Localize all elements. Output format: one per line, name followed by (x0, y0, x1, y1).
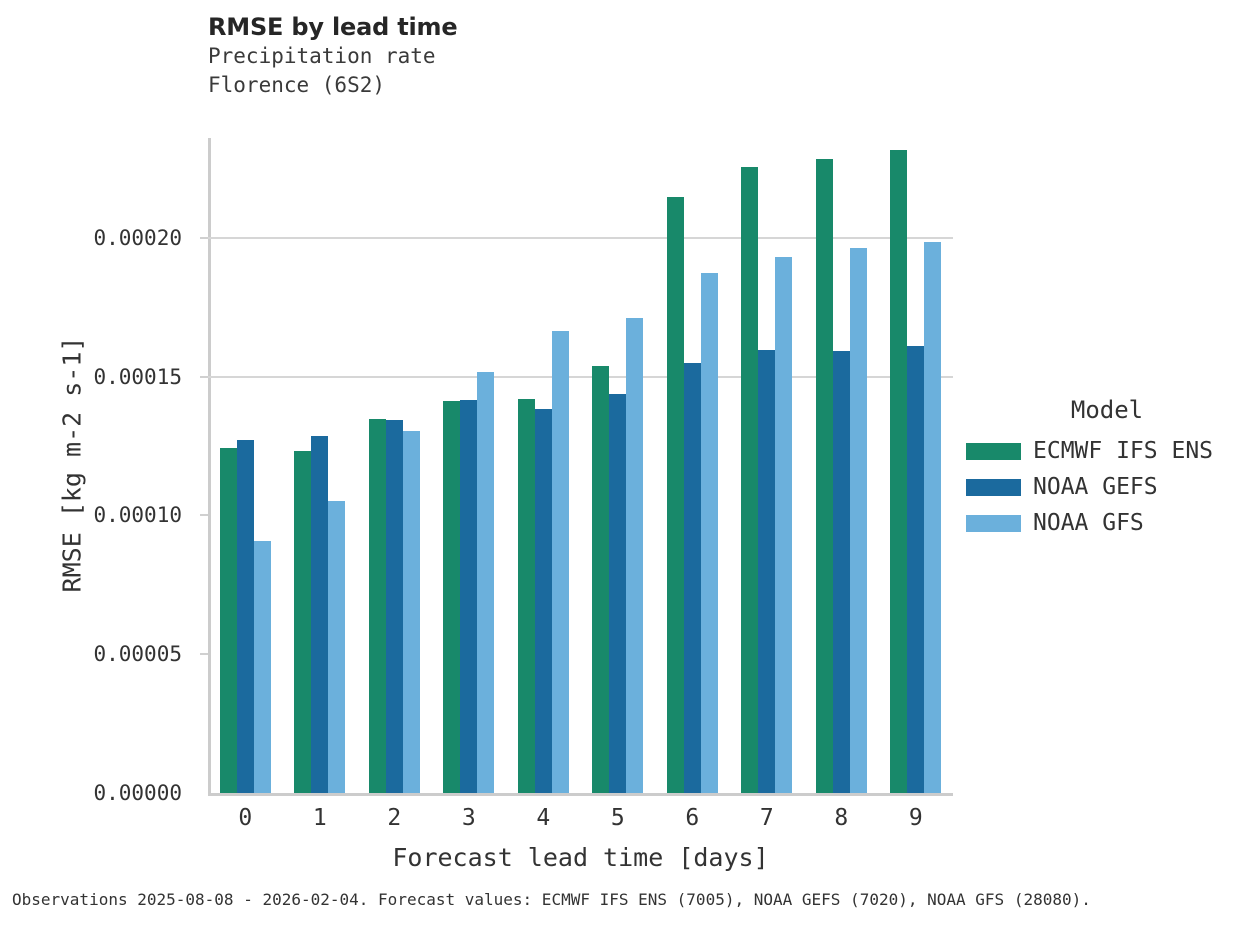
y-axis-tick-mark (200, 653, 208, 656)
x-axis-tick-label: 8 (834, 805, 849, 831)
x-axis-tick-label: 1 (312, 805, 327, 831)
y-axis-tick-label: 0.00010 (93, 503, 182, 528)
bar[interactable] (626, 317, 644, 793)
bar[interactable] (890, 150, 908, 793)
bar[interactable] (402, 430, 420, 793)
x-axis-tick-label: 0 (238, 805, 253, 831)
legend: Model ECMWF IFS ENS NOAA GEFS NOAA GFS (966, 396, 1246, 541)
legend-item[interactable]: ECMWF IFS ENS (966, 433, 1246, 469)
plot-area (200, 138, 953, 793)
bar[interactable] (253, 541, 271, 793)
bar[interactable] (551, 330, 569, 793)
legend-item[interactable]: NOAA GFS (966, 505, 1246, 541)
x-axis-tick-label: 3 (461, 805, 476, 831)
chart-subtitle-location: Florence (6S2) (208, 73, 386, 98)
y-axis-spine (208, 138, 211, 795)
legend-title: Model (1070, 396, 1144, 424)
bar[interactable] (534, 409, 552, 793)
x-axis-tick-label: 6 (685, 805, 700, 831)
y-axis-tick-label: 0.00020 (93, 225, 182, 250)
y-axis-tick-mark (200, 514, 208, 517)
y-axis-tick-label: 0.00015 (93, 364, 182, 389)
gridline (208, 375, 953, 378)
bar[interactable] (775, 257, 793, 793)
bar[interactable] (517, 399, 535, 793)
bar[interactable] (907, 346, 925, 793)
bar[interactable] (609, 394, 627, 793)
y-axis-tick-label: 0.00000 (93, 781, 182, 805)
y-axis-tick-mark (200, 375, 208, 378)
legend-item-label: NOAA GEFS (1033, 474, 1158, 500)
bar[interactable] (700, 272, 718, 793)
bar[interactable] (328, 501, 346, 793)
x-axis-tick-label: 9 (908, 805, 923, 831)
bar[interactable] (294, 451, 312, 793)
legend-swatch-icon (966, 478, 1021, 496)
bar[interactable] (758, 350, 776, 793)
x-axis-tick-label: 4 (536, 805, 551, 831)
bar[interactable] (460, 400, 478, 793)
y-axis-label: RMSE [kg m-2 s-1] (57, 336, 87, 593)
x-axis-tick-labels: 0 1 2 3 4 5 6 7 8 9 (208, 805, 953, 841)
chart-subtitle-variable: Precipitation rate (208, 43, 436, 68)
bar[interactable] (924, 242, 942, 793)
x-axis-label: Forecast lead time [days] (392, 843, 769, 872)
bar[interactable] (741, 166, 759, 793)
legend-swatch-icon (966, 514, 1021, 532)
bar[interactable] (311, 435, 329, 793)
legend-item-label: ECMWF IFS ENS (1033, 438, 1214, 464)
gridline (208, 236, 953, 239)
bar[interactable] (219, 448, 237, 793)
footer-caption: Observations 2025-08-08 - 2026-02-04. Fo… (12, 890, 1091, 909)
page-title: RMSE by lead time (208, 13, 458, 41)
bar[interactable] (385, 419, 403, 793)
x-axis-spine (208, 793, 953, 796)
y-axis-tick-labels: 0.00000 0.00005 0.00010 0.00015 0.00020 (0, 138, 195, 805)
x-axis-tick-label: 7 (759, 805, 774, 831)
bar[interactable] (368, 418, 386, 793)
legend-swatch-icon (966, 442, 1021, 460)
bar[interactable] (477, 371, 495, 793)
legend-item[interactable]: NOAA GEFS (966, 469, 1246, 505)
title-block: RMSE by lead time Precipitation rate Flo… (208, 13, 948, 101)
y-axis-tick-label: 0.00005 (93, 642, 182, 667)
bar[interactable] (592, 366, 610, 793)
bar[interactable] (815, 159, 833, 793)
x-axis-tick-label: 5 (610, 805, 625, 831)
bar[interactable] (666, 197, 684, 793)
bar[interactable] (443, 401, 461, 793)
bar[interactable] (683, 363, 701, 793)
bar[interactable] (832, 351, 850, 793)
y-axis-tick-mark (200, 236, 208, 239)
legend-entries: ECMWF IFS ENS NOAA GEFS NOAA GFS (966, 433, 1246, 541)
bar[interactable] (236, 439, 254, 793)
bar[interactable] (849, 248, 867, 793)
x-axis-tick-label: 2 (387, 805, 402, 831)
legend-item-label: NOAA GFS (1033, 510, 1144, 536)
